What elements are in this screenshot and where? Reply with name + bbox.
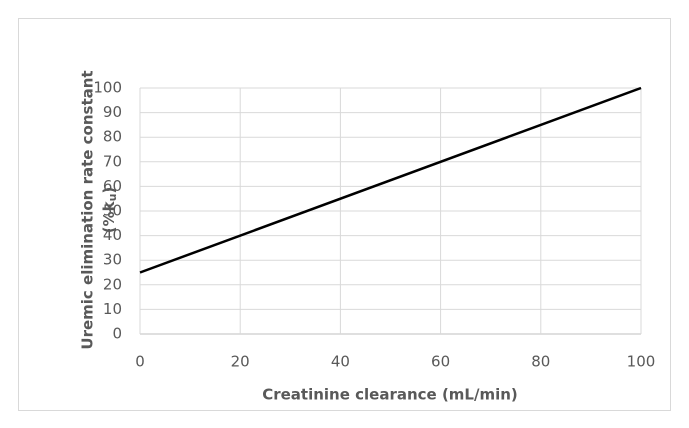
y-tick-label: 40	[103, 226, 122, 244]
y-tick-label: 80	[103, 128, 122, 146]
y-unit-part: (%k	[100, 200, 118, 233]
y-tick-label: 70	[103, 152, 122, 170]
y-tick-label: 0	[112, 325, 122, 343]
x-tick-label: 20	[231, 353, 250, 371]
y-tick-label: 10	[103, 300, 122, 318]
y-axis-title-unit: (%ku)	[100, 187, 120, 234]
x-tick-label: 0	[135, 353, 145, 371]
x-axis-title: Creatinine clearance (mL/min)	[262, 386, 518, 404]
x-tick-label: 40	[331, 353, 350, 371]
y-tick-label: 20	[103, 275, 122, 293]
y-axis-title-group: Uremic elimination rate constant (%ku)	[79, 70, 120, 349]
y-tick-label: 100	[93, 79, 122, 97]
y-unit-part: )	[100, 187, 118, 194]
y-axis-title: Uremic elimination rate constant	[79, 70, 97, 349]
y-tick-label: 90	[103, 103, 122, 121]
x-tick-label: 60	[431, 353, 450, 371]
data-line	[139, 86, 642, 274]
y-tick-label: 30	[103, 251, 122, 269]
x-tick-label: 80	[531, 353, 550, 371]
chart-border	[18, 18, 671, 411]
y-unit-subscript: u	[106, 194, 119, 202]
y-tick-label: 60	[103, 177, 122, 195]
y-tick-label: 50	[103, 202, 122, 220]
x-tick-label: 100	[627, 353, 656, 371]
